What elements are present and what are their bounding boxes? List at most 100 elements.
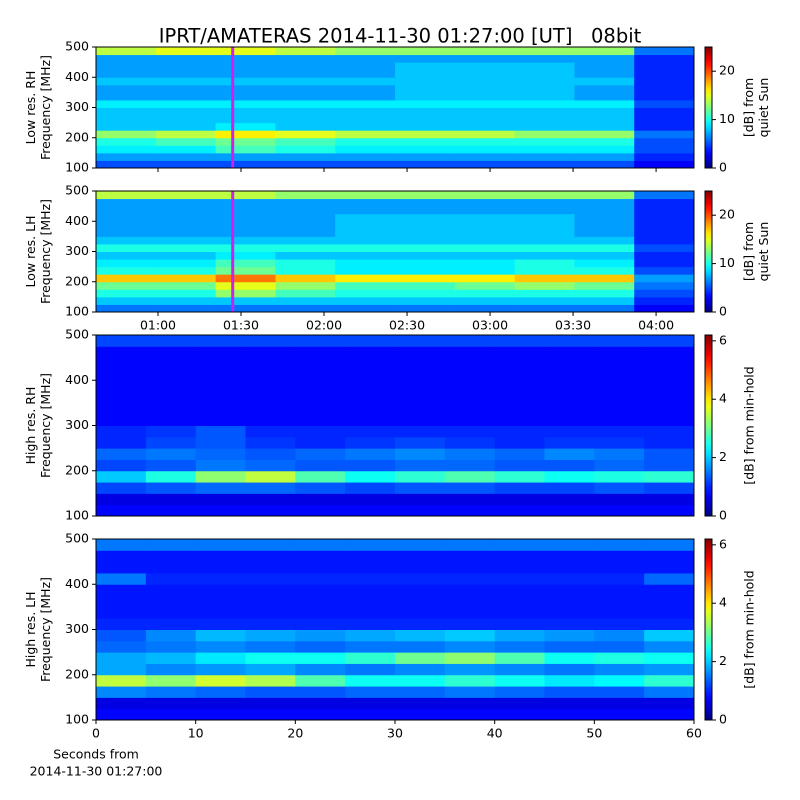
- heatmap-cell: [215, 213, 276, 222]
- heatmap-cell: [594, 640, 645, 653]
- heatmap-cell: [544, 663, 595, 676]
- heatmap-cell: [195, 470, 246, 483]
- colorbar-tick-label: 2: [719, 449, 727, 464]
- heatmap-cell: [335, 84, 396, 93]
- heatmap-cell: [395, 69, 456, 78]
- heatmap-cell: [395, 206, 456, 215]
- y-tick-label: 100: [65, 508, 89, 523]
- colorbar: [704, 46, 713, 169]
- heatmap-cell: [145, 561, 197, 574]
- heatmap-cell: [634, 243, 695, 252]
- heatmap-cell: [345, 629, 396, 642]
- heatmap-cell: [345, 550, 396, 563]
- heatmap-cell: [96, 357, 147, 370]
- heatmap-cell: [245, 391, 296, 404]
- heatmap-cell: [96, 708, 147, 721]
- heatmap-cell: [335, 221, 396, 230]
- heatmap-cell: [544, 561, 595, 574]
- heatmap-cell: [644, 618, 695, 630]
- heatmap-cell: [444, 686, 496, 698]
- heatmap-cell: [345, 539, 396, 551]
- heatmap-cell: [454, 77, 516, 86]
- heatmap-cell: [275, 259, 336, 268]
- heatmap-cell: [145, 697, 197, 710]
- heatmap-cell: [395, 92, 456, 101]
- heatmap-cell: [275, 228, 336, 237]
- heatmap-cell: [454, 228, 516, 237]
- heatmap-cell: [594, 470, 645, 483]
- heatmap-cell: [544, 640, 595, 653]
- heatmap-cell: [444, 391, 496, 404]
- heatmap-cell: [395, 618, 446, 630]
- heatmap-cell: [275, 289, 336, 298]
- heatmap-cell: [155, 213, 217, 222]
- colorbar-tick-label: 6: [719, 536, 727, 551]
- heatmap-cell: [275, 281, 336, 290]
- heatmap-cell: [96, 493, 147, 506]
- heatmap-cell: [295, 629, 346, 642]
- heatmap-cell: [494, 595, 545, 608]
- heatmap-cell: [345, 618, 396, 630]
- heatmap-cell: [155, 115, 217, 124]
- heatmap-cell: [195, 708, 246, 721]
- heatmap-cell: [295, 459, 346, 472]
- heatmap-cell: [395, 54, 456, 63]
- heatmap-cell: [514, 99, 575, 108]
- heatmap-cell: [634, 122, 695, 131]
- heatmap-cell: [195, 584, 246, 597]
- heatmap-cell: [494, 640, 545, 653]
- heatmap-cell: [96, 674, 147, 687]
- heatmap-cell: [345, 584, 396, 597]
- heatmap-cell: [245, 380, 296, 393]
- heatmap-cell: [494, 346, 545, 359]
- heatmap-cell: [215, 259, 276, 268]
- heatmap-cell: [594, 425, 645, 438]
- heatmap-cell: [245, 663, 296, 676]
- heatmap-cell: [395, 152, 456, 161]
- heatmap-cell: [295, 482, 346, 494]
- heatmap-cell: [275, 296, 336, 305]
- heatmap-cell: [514, 92, 575, 101]
- heatmap-cell: [395, 130, 456, 139]
- heatmap-cell: [395, 357, 446, 370]
- heatmap-cell: [494, 470, 545, 483]
- x-tick-label: 01:00: [140, 318, 176, 333]
- heatmap-cell: [454, 221, 516, 230]
- heatmap-cell: [195, 493, 246, 506]
- heatmap-cell: [195, 459, 246, 472]
- heatmap-cell: [335, 47, 396, 56]
- heatmap-cell: [644, 482, 695, 494]
- heatmap-cell: [634, 274, 695, 283]
- heatmap-cell: [275, 54, 336, 63]
- colorbar-tick-label: 4: [719, 595, 727, 610]
- heatmap-cell: [145, 629, 197, 642]
- heatmap-cell: [454, 213, 516, 222]
- heatmap-cell: [96, 584, 147, 597]
- heatmap-cell: [395, 380, 446, 393]
- heatmap-cell: [395, 213, 456, 222]
- heatmap-cell: [514, 107, 575, 116]
- heatmap-cell: [574, 54, 635, 63]
- heatmap-cell: [335, 243, 396, 252]
- heatmap-cell: [275, 137, 336, 146]
- heatmap-cell: [195, 539, 246, 551]
- heatmap-cell: [594, 335, 645, 347]
- heatmap-cell: [574, 115, 635, 124]
- heatmap-cell: [96, 62, 157, 71]
- heatmap-cell: [454, 84, 516, 93]
- heatmap-cell: [634, 152, 695, 161]
- heatmap-cell: [574, 137, 635, 146]
- heatmap-cell: [444, 335, 496, 347]
- heatmap-cell: [494, 482, 545, 494]
- heatmap-cell: [96, 402, 147, 415]
- heatmap-cell: [395, 402, 446, 415]
- y-tick-label: 300: [65, 417, 89, 432]
- heatmap-cell: [275, 304, 336, 313]
- heatmap-cell: [295, 380, 346, 393]
- heatmap-cell: [295, 572, 346, 585]
- colorbar-tick-label: 20: [719, 63, 735, 78]
- heatmap-cell: [514, 145, 575, 154]
- heatmap-cell: [295, 652, 346, 664]
- heatmap-cell: [155, 191, 217, 200]
